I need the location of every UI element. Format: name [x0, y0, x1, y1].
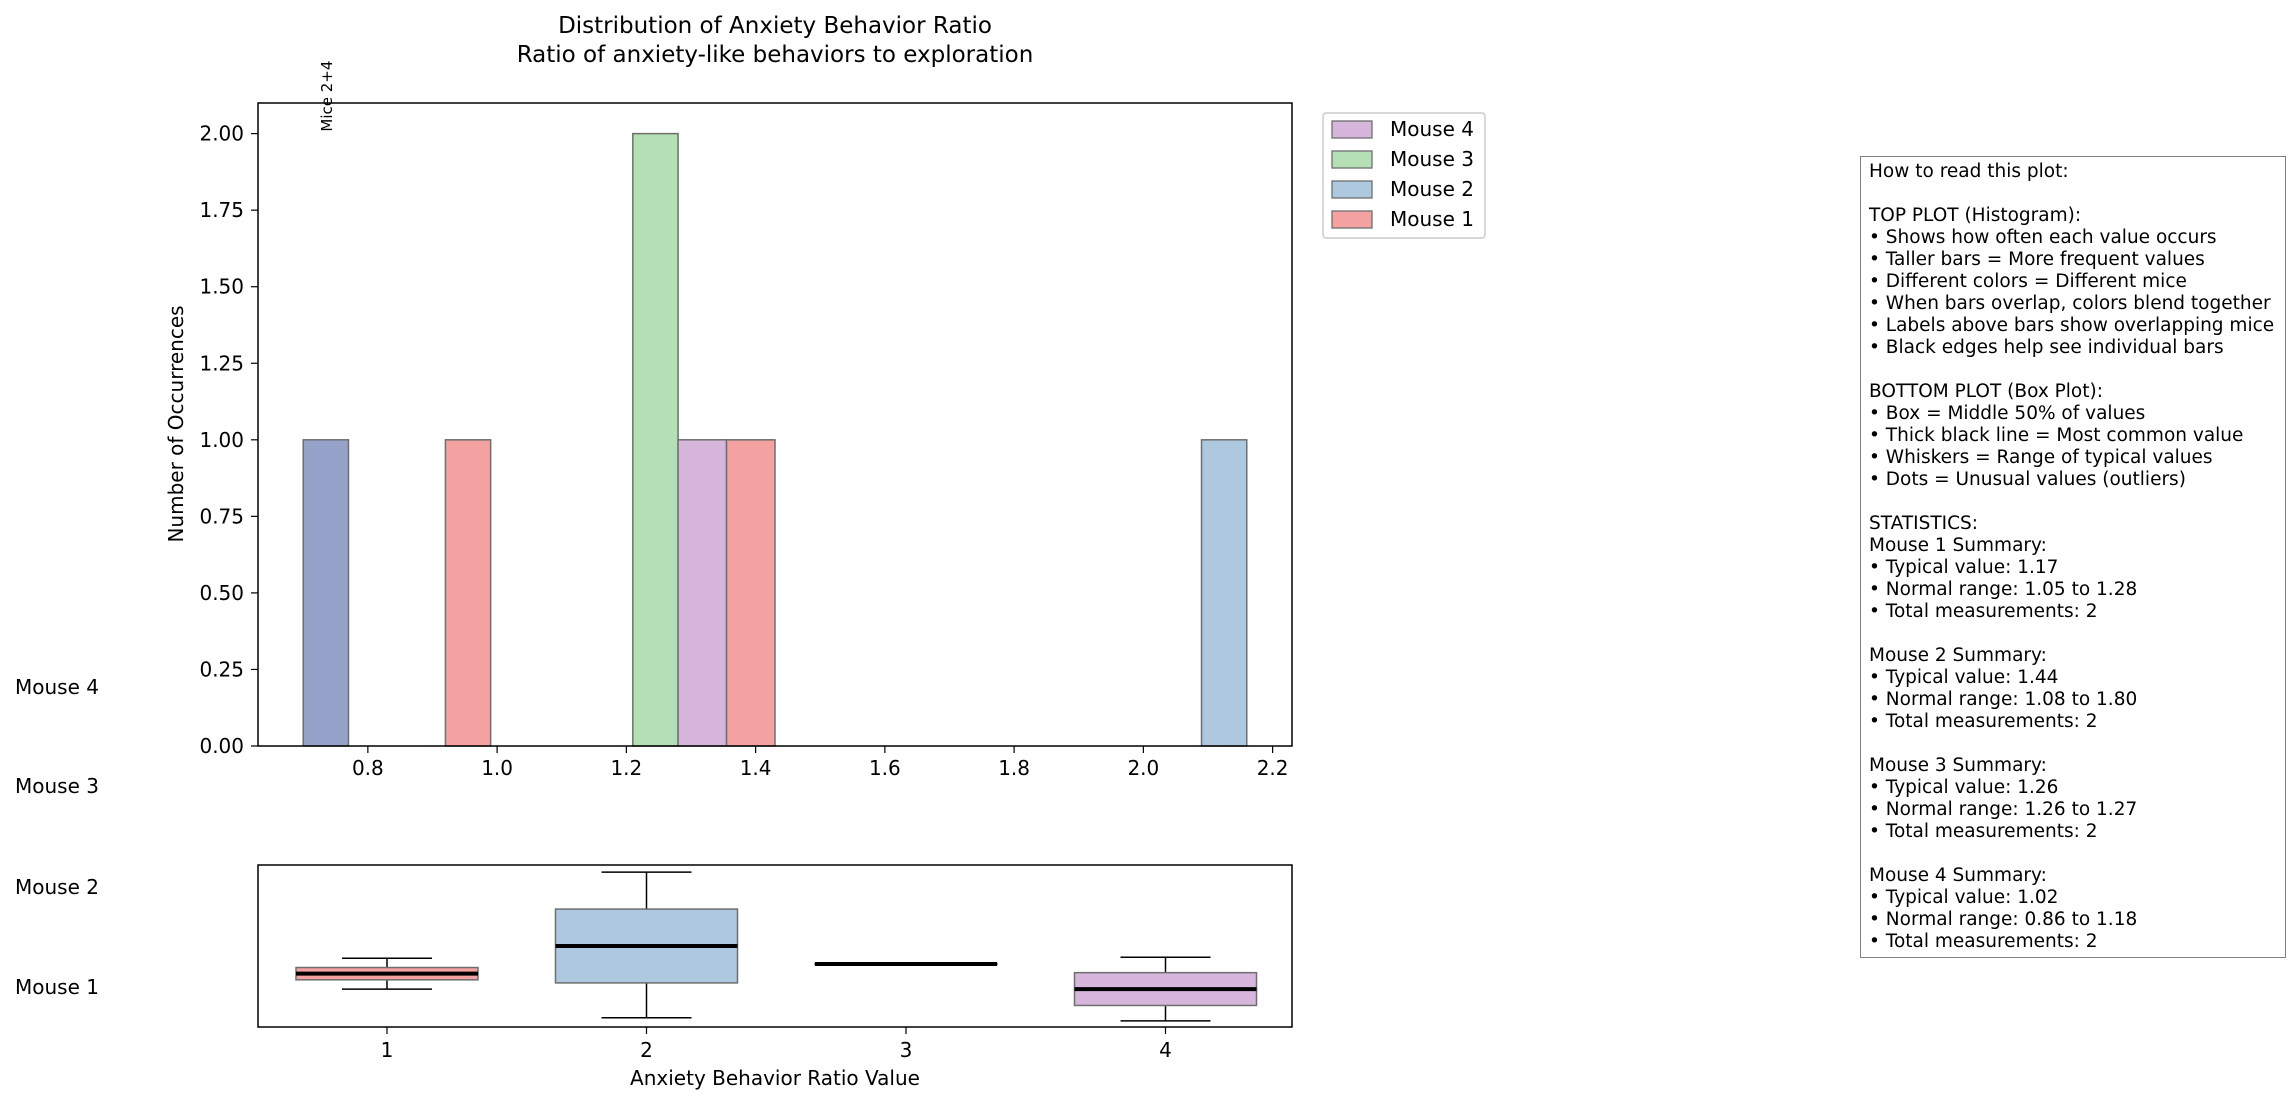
help-line: • Total measurements: 2 — [1869, 601, 2098, 622]
chart-subtitle: Ratio of anxiety-like behaviors to explo… — [517, 42, 1034, 68]
y-tick-label: 0.00 — [199, 734, 244, 758]
help-line: • Dots = Unusual values (outliers) — [1869, 469, 2186, 490]
legend-swatch — [1331, 180, 1373, 199]
histogram-y-axis-label: Number of Occurrences — [164, 305, 188, 542]
y-tick-label: 1.25 — [199, 351, 244, 375]
y-tick-label: 0.25 — [199, 657, 244, 681]
help-line: • Normal range: 0.86 to 1.18 — [1869, 909, 2138, 930]
help-line: • Typical value: 1.17 — [1869, 557, 2059, 578]
mouse-side-label: Mouse 1 — [15, 975, 99, 999]
x-tick-label: 1.0 — [481, 756, 513, 780]
legend-label: Mouse 3 — [1390, 147, 1474, 171]
box-x-tick-label: 1 — [381, 1038, 394, 1062]
help-line: • Typical value: 1.02 — [1869, 887, 2059, 908]
help-line — [1869, 359, 2277, 381]
box-x-tick-label: 2 — [640, 1038, 653, 1062]
mouse-side-labels: Mouse 4 Mouse 3 Mouse 2 Mouse 1 — [15, 675, 99, 999]
help-line — [1869, 733, 2277, 755]
box-x-tick-label: 4 — [1159, 1038, 1172, 1062]
histogram-y-axis: 0.00 0.25 0.50 0.75 1.00 1.25 1.50 1.75 2.00 — [199, 122, 258, 758]
boxplot-x-axis-label: Anxiety Behavior Ratio Value — [630, 1066, 920, 1090]
histogram-plot-frame — [257, 102, 1293, 747]
boxplot-plot-frame — [257, 864, 1293, 1028]
chart-title: Distribution of Anxiety Behavior Ratio — [558, 13, 992, 39]
help-line: • Different colors = Different mice — [1869, 271, 2187, 292]
help-line: STATISTICS: — [1869, 513, 1978, 534]
histogram-bar — [677, 439, 728, 747]
x-tick-label: 1.4 — [740, 756, 772, 780]
histogram-x-axis: 0.8 1.0 1.2 1.4 1.6 1.8 2.0 2.2 — [352, 746, 1289, 780]
x-tick-label: 2.0 — [1127, 756, 1159, 780]
mouse-side-label: Mouse 4 — [15, 675, 99, 699]
help-line: • Typical value: 1.26 — [1869, 777, 2059, 798]
y-tick-label: 1.75 — [199, 198, 244, 222]
help-line: • Whiskers = Range of typical values — [1869, 447, 2213, 468]
histogram-bar — [725, 439, 776, 747]
help-line — [1869, 623, 2277, 645]
x-tick-label: 1.8 — [998, 756, 1030, 780]
help-line: BOTTOM PLOT (Box Plot): — [1869, 381, 2103, 402]
help-line — [1869, 843, 2277, 865]
histogram-bar — [302, 439, 350, 747]
x-tick-label: 1.6 — [869, 756, 901, 780]
legend: Mouse 4 Mouse 3 Mouse 2 Mouse 1 — [1322, 112, 1486, 239]
help-line: • Box = Middle 50% of values — [1869, 403, 2146, 424]
overlap-annotation: Mice 2+4 — [318, 61, 336, 132]
help-line: How to read this plot: — [1869, 161, 2069, 182]
legend-swatch — [1331, 120, 1373, 139]
help-line: TOP PLOT (Histogram): — [1869, 205, 2082, 226]
help-line — [1869, 491, 2277, 513]
x-tick-label: 1.2 — [610, 756, 642, 780]
boxplot-boxes — [295, 871, 1258, 1022]
histogram-bars — [302, 132, 1248, 747]
x-tick-label: 2.2 — [1257, 756, 1289, 780]
help-line: • Taller bars = More frequent values — [1869, 249, 2205, 270]
help-line: Mouse 1 Summary: — [1869, 535, 2047, 556]
legend-swatch — [1331, 210, 1373, 229]
y-tick-label: 0.50 — [199, 581, 244, 605]
y-tick-label: 0.75 — [199, 504, 244, 528]
mouse-side-label: Mouse 3 — [15, 774, 99, 798]
legend-label: Mouse 1 — [1390, 207, 1474, 231]
legend-label: Mouse 4 — [1390, 117, 1474, 141]
histogram-bar — [1200, 439, 1248, 747]
help-line: • Black edges help see individual bars — [1869, 337, 2224, 358]
help-line: • Typical value: 1.44 — [1869, 667, 2059, 688]
help-line: • Total measurements: 2 — [1869, 931, 2098, 952]
help-line — [1869, 183, 2277, 205]
how-to-read-panel: How to read this plot: TOP PLOT (Histogra… — [1860, 156, 2286, 958]
y-tick-label: 1.50 — [199, 275, 244, 299]
help-line: Mouse 2 Summary: — [1869, 645, 2047, 666]
help-line: • Total measurements: 2 — [1869, 711, 2098, 732]
box-x-tick-label: 3 — [900, 1038, 913, 1062]
histogram-bar — [632, 132, 679, 747]
help-line: Mouse 3 Summary: — [1869, 755, 2047, 776]
x-tick-label: 0.8 — [352, 756, 384, 780]
y-tick-label: 2.00 — [199, 122, 244, 146]
y-tick-label: 1.00 — [199, 428, 244, 452]
legend-frame — [1322, 112, 1486, 239]
help-line: • Normal range: 1.08 to 1.80 — [1869, 689, 2138, 710]
boxplot-x-axis: 1 2 3 4 — [381, 1027, 1172, 1062]
legend-swatch — [1331, 150, 1373, 169]
help-line: • Total measurements: 2 — [1869, 821, 2098, 842]
help-line: • Normal range: 1.26 to 1.27 — [1869, 799, 2138, 820]
legend-label: Mouse 2 — [1390, 177, 1474, 201]
help-line: • Normal range: 1.05 to 1.28 — [1869, 579, 2138, 600]
help-line: • Shows how often each value occurs — [1869, 227, 2217, 248]
help-line: • When bars overlap, colors blend togeth… — [1869, 293, 2271, 314]
histogram-annotations: Mice 2+4 — [318, 61, 336, 132]
histogram-bar — [444, 439, 492, 747]
help-line: Mouse 4 Summary: — [1869, 865, 2047, 886]
mouse-side-label: Mouse 2 — [15, 875, 99, 899]
help-line: • Labels above bars show overlapping mic… — [1869, 315, 2275, 336]
help-line: • Thick black line = Most common value — [1869, 425, 2244, 446]
